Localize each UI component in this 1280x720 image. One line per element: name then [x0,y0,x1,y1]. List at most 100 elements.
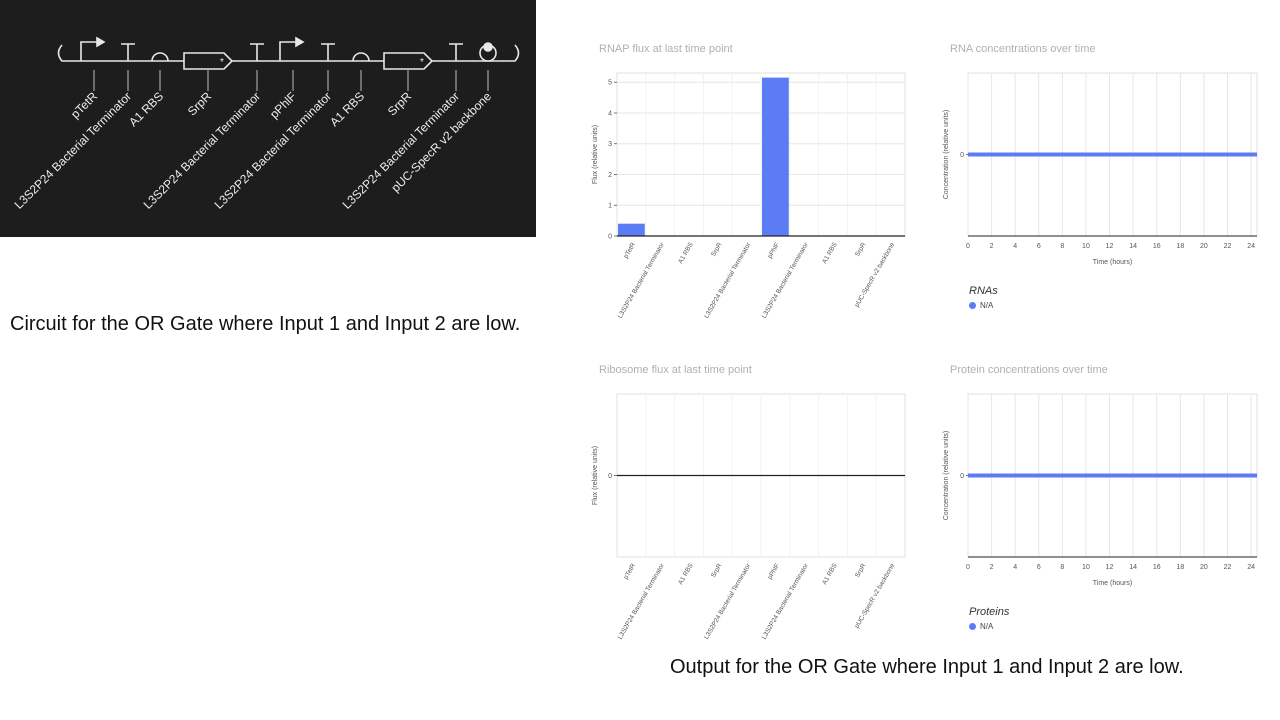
cds-star-icon: * [220,57,224,68]
category-label: pTetR [623,562,638,580]
y-tick-label: 3 [608,141,612,148]
y-tick-label: 4 [608,110,612,117]
rna-legend-label: N/A [980,301,994,310]
circuit-diagram: * * pTetR L3S2P24 Bacterial Terminator A1 RB… [0,0,536,237]
ribosome-chart-title: Ribosome flux at last time point [599,364,752,376]
x-tick-label: 18 [1176,564,1184,571]
y-tick-label: 0 [608,234,612,241]
plot-frame [616,72,906,237]
x-tick-label: 12 [1106,243,1114,250]
x-tick-label: 24 [1247,564,1255,571]
category-label: pUC-SpecR v2 backbone [854,241,897,308]
circuit-caption: Circuit for the OR Gate where Input 1 an… [10,313,521,335]
x-tick-label: 14 [1129,243,1137,250]
cds-icon [183,52,234,70]
y-tick-label: 5 [608,80,612,87]
output-caption: Output for the OR Gate where Input 1 and… [670,656,1184,678]
y-axis-label: Concentration (relative units) [943,431,950,521]
x-axis-label: Time (hours) [1093,259,1132,266]
x-tick-label: 18 [1176,243,1184,250]
protein-legend-title: Proteins [969,606,1010,618]
x-tick-label: 4 [1013,243,1017,250]
part-label: A1 RBS [126,89,166,129]
terminator-icon [121,43,135,61]
protein-legend-label: N/A [980,622,994,631]
x-tick-label: 20 [1200,243,1208,250]
y-tick-label: 2 [608,172,612,179]
x-tick-label: 6 [1037,243,1041,250]
terminator-icon [321,43,335,61]
category-label: L3S2P24 Bacterial Terminator [703,241,753,320]
category-label: L3S2P24 Bacterial Terminator [617,241,667,320]
category-label: A1 RBS [821,562,839,586]
x-tick-label: 2 [990,243,994,250]
category-label: A1 RBS [677,562,695,586]
category-label: SrpR [854,562,868,579]
x-tick-label: 22 [1224,564,1232,571]
cds-star-icon: * [420,57,424,68]
category-label: A1 RBS [677,241,695,265]
plot-frame [616,393,906,558]
x-tick-label: 2 [990,564,994,571]
part-label: pTetR [68,89,100,121]
x-tick-label: 10 [1082,243,1090,250]
x-tick-label: 0 [966,564,970,571]
category-label: pPhlF [767,562,782,580]
y-tick-label: 0 [960,152,964,159]
plot-frame [967,393,1258,558]
y-axis-label: Flux (relative units) [592,125,599,184]
category-label: pTetR [623,241,638,259]
plot-frame [967,72,1258,237]
promoter-icon [80,41,97,61]
bar [762,77,789,236]
y-tick-label: 0 [608,473,612,480]
part-label: A1 RBS [327,89,367,129]
x-tick-label: 20 [1200,564,1208,571]
category-label: pPhlF [767,241,782,259]
promoter-icon [279,41,296,61]
protein-legend-item[interactable]: N/A [969,622,993,631]
category-label: SrpR [710,562,724,579]
category-label: SrpR [854,241,868,258]
x-tick-label: 16 [1153,564,1161,571]
part-label: SrpR [185,89,214,118]
legend-dot-icon [969,302,976,309]
x-tick-label: 24 [1247,243,1255,250]
y-tick-label: 1 [608,203,612,210]
x-tick-label: 6 [1037,564,1041,571]
y-axis-label: Concentration (relative units) [943,110,950,200]
category-label: A1 RBS [821,241,839,265]
x-tick-label: 14 [1129,564,1137,571]
cds-icon [383,52,434,70]
rna-legend-title: RNAs [969,285,998,297]
x-tick-label: 8 [1060,243,1064,250]
rbs-icon [151,52,169,62]
x-tick-label: 0 [966,243,970,250]
protein-chart-title: Protein concentrations over time [950,364,1108,376]
rnap-chart-title: RNAP flux at last time point [599,43,733,55]
terminator-icon [250,43,264,61]
rna-legend-item[interactable]: N/A [969,301,993,310]
category-label: pUC-SpecR v2 backbone [854,562,897,629]
category-label: SrpR [710,241,724,258]
x-tick-label: 10 [1082,564,1090,571]
promoter-arrow-icon [295,36,305,48]
x-tick-label: 12 [1106,564,1114,571]
category-label: L3S2P24 Bacterial Terminator [617,562,667,641]
part-label: SrpR [385,89,414,118]
rna-chart-title: RNA concentrations over time [950,43,1096,55]
category-label: L3S2P24 Bacterial Terminator [761,241,811,320]
category-label: L3S2P24 Bacterial Terminator [761,562,811,641]
x-tick-label: 22 [1224,243,1232,250]
y-tick-label: 0 [960,473,964,480]
legend-dot-icon [969,623,976,630]
x-tick-label: 4 [1013,564,1017,571]
x-tick-label: 16 [1153,243,1161,250]
y-axis-label: Flux (relative units) [592,446,599,505]
rbs-icon [352,52,370,62]
category-label: L3S2P24 Bacterial Terminator [703,562,753,641]
x-axis-label: Time (hours) [1093,580,1132,587]
part-label: pPhlF [267,89,299,121]
circuit-glyphs: * * [57,36,520,91]
